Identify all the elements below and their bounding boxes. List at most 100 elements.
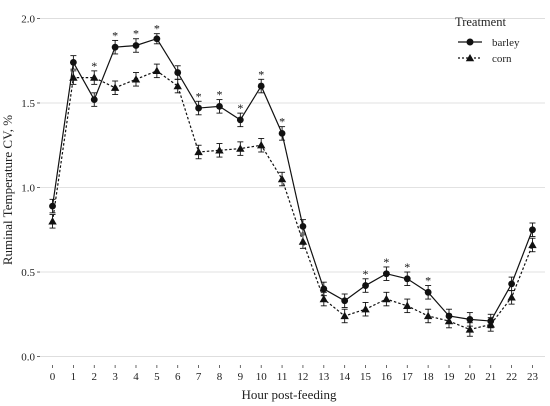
legend-label-barley: barley: [492, 37, 520, 49]
x-tick-label: 11: [277, 371, 288, 383]
point-corn: [507, 293, 516, 301]
series-corn: [48, 63, 537, 337]
point-corn: [486, 320, 495, 328]
point-corn: [236, 144, 245, 152]
point-corn: [256, 141, 266, 149]
x-tick-label: 19: [444, 371, 456, 383]
point-barley: [153, 35, 161, 43]
x-tick-label: 9: [238, 371, 244, 383]
legend-title: Treatment: [455, 15, 506, 29]
point-corn: [173, 81, 182, 90]
legend-marker-corn: [465, 54, 475, 62]
legend-label-corn: corn: [492, 53, 512, 65]
legend: Treatment barley corn: [455, 15, 520, 65]
point-corn: [215, 146, 224, 154]
x-tick-label: 18: [423, 371, 435, 383]
point-corn: [277, 174, 287, 183]
significance-star: *: [383, 255, 389, 269]
point-barley: [90, 96, 98, 103]
y-tick-label: 1.5: [21, 98, 35, 110]
x-tick-label: 7: [196, 371, 202, 383]
series-barley: [49, 33, 536, 329]
significance-star: *: [216, 88, 222, 102]
point-barley: [69, 59, 77, 66]
point-corn: [69, 73, 78, 81]
significance-star: *: [425, 274, 431, 288]
x-tick-label: 0: [50, 371, 56, 383]
point-barley: [466, 315, 474, 323]
point-barley: [383, 270, 390, 278]
point-corn: [194, 147, 203, 156]
point-barley: [195, 104, 202, 112]
x-tick-label: 10: [256, 371, 268, 383]
x-tick-label: 6: [175, 371, 181, 383]
point-corn: [382, 294, 391, 303]
significance-markers: * * * * * * * * * * * * *: [91, 22, 431, 288]
x-tick-label: 8: [217, 371, 223, 383]
x-tick-label: 23: [527, 371, 539, 383]
point-corn: [444, 316, 454, 325]
significance-star: *: [258, 67, 264, 81]
point-barley: [403, 275, 411, 283]
significance-star: *: [279, 115, 285, 129]
significance-star: *: [363, 267, 369, 281]
point-barley: [529, 226, 536, 234]
y-tick-label: 0.5: [21, 267, 35, 279]
y-tick-label: 2.0: [21, 13, 35, 25]
series-line-barley: [51, 38, 534, 322]
x-tick-label: 12: [297, 371, 308, 383]
point-barley: [132, 42, 140, 49]
x-tick-label: 13: [318, 371, 330, 383]
series-layer: [48, 33, 537, 337]
point-corn: [48, 217, 57, 225]
x-tick-label: 5: [154, 371, 160, 383]
legend-marker-barley: [466, 38, 474, 46]
point-corn: [110, 83, 120, 91]
point-barley: [341, 297, 349, 305]
y-axis-title: Ruminal Temperature CV, %: [0, 115, 15, 265]
point-corn: [423, 311, 433, 320]
point-barley: [508, 280, 516, 288]
y-tick-label: 1.0: [21, 183, 35, 195]
x-tick-label: 15: [360, 371, 372, 383]
point-corn: [319, 294, 329, 303]
point-barley: [216, 102, 223, 110]
x-tick-label: 20: [464, 371, 476, 383]
x-axis: 0 1 2 3 4 5 6 7 8 9 10 11 12 13 14 15 16 17 18 19 20 21 22 23: [50, 365, 539, 383]
point-barley: [257, 82, 265, 90]
significance-star: *: [112, 28, 118, 42]
significance-star: *: [404, 260, 410, 274]
significance-star: *: [196, 89, 202, 103]
point-barley: [236, 116, 244, 124]
x-tick-label: 4: [133, 371, 139, 383]
significance-star: *: [237, 101, 243, 115]
significance-star: *: [133, 27, 139, 41]
point-corn: [298, 237, 308, 245]
x-tick-label: 2: [92, 371, 98, 383]
y-tick-label: 0.0: [21, 352, 35, 364]
x-tick-label: 17: [402, 371, 414, 383]
x-tick-label: 22: [506, 371, 517, 383]
x-tick-label: 1: [71, 371, 77, 383]
x-tick-label: 21: [485, 371, 496, 383]
x-axis-title: Hour post-feeding: [242, 387, 337, 402]
x-tick-label: 3: [112, 371, 118, 383]
point-corn: [131, 75, 141, 83]
point-barley: [299, 222, 307, 230]
point-corn: [528, 240, 537, 249]
point-barley: [320, 285, 328, 293]
grid: [40, 18, 545, 357]
point-corn: [361, 305, 370, 313]
point-corn: [90, 73, 99, 81]
point-barley: [278, 130, 286, 137]
point-corn: [465, 325, 475, 333]
y-axis: 0.0 0.5 1.0 1.5 2.0: [21, 13, 40, 364]
point-corn: [403, 301, 412, 309]
point-barley: [174, 69, 182, 76]
series-line-corn: [51, 70, 534, 331]
point-barley: [362, 282, 369, 289]
significance-star: *: [91, 59, 97, 73]
point-barley: [111, 43, 119, 51]
point-barley: [424, 288, 432, 296]
